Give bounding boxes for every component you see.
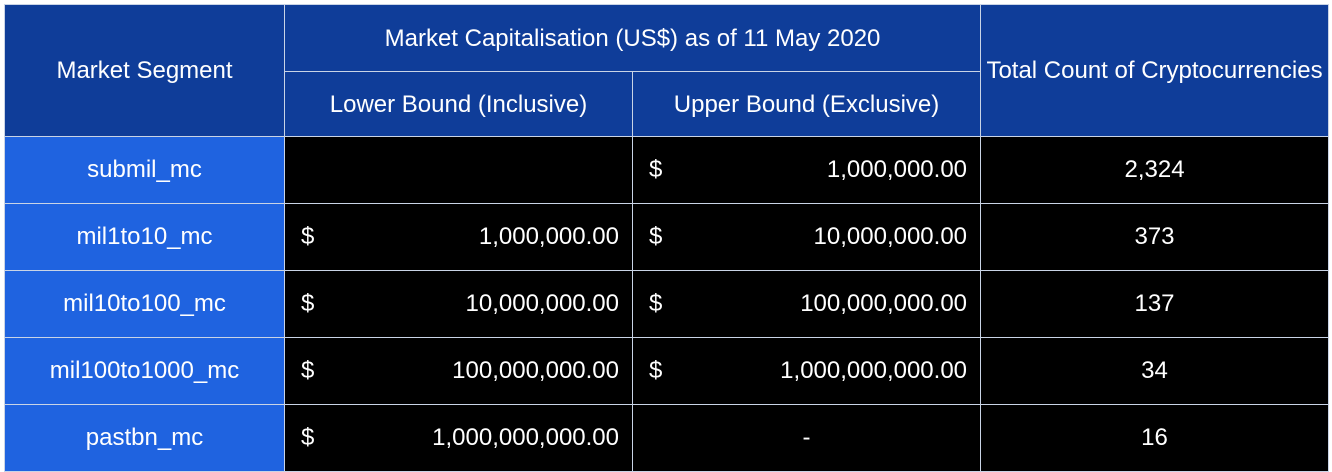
amount: 10,000,000.00 bbox=[813, 223, 968, 250]
upper-bound-cell: $ 1,000,000,000.00 bbox=[631, 337, 982, 405]
header-upper-bound: Upper Bound (Exclusive) bbox=[631, 71, 982, 137]
upper-bound-cell: - bbox=[631, 404, 982, 472]
lower-bound-cell bbox=[284, 136, 633, 204]
amount: 1,000,000,000.00 bbox=[432, 424, 619, 451]
count-cell: 373 bbox=[980, 203, 1330, 271]
lower-bound-cell: $ 1,000,000,000.00 bbox=[284, 404, 633, 472]
amount: 1,000,000.00 bbox=[826, 156, 968, 183]
segment-cell: mil1to10_mc bbox=[4, 203, 285, 271]
currency-symbol: $ bbox=[301, 357, 315, 384]
amount: 1,000,000.00 bbox=[478, 223, 619, 250]
currency-symbol: $ bbox=[649, 223, 663, 250]
count-cell: 34 bbox=[980, 337, 1330, 405]
currency-symbol: $ bbox=[649, 156, 663, 183]
upper-bound-cell: $ 10,000,000.00 bbox=[631, 203, 982, 271]
header-lower-bound: Lower Bound (Inclusive) bbox=[284, 71, 633, 137]
segment-cell: mil100to1000_mc bbox=[4, 337, 285, 405]
header-market-segment: Market Segment bbox=[4, 4, 285, 137]
count-cell: 16 bbox=[980, 404, 1330, 472]
table-row: mil10to100_mc $ 10,000,000.00 $ 100,000,… bbox=[4, 270, 1330, 338]
table-row: submil_mc $ 1,000,000.00 2,324 bbox=[4, 136, 1330, 204]
header-total-count: Total Count of Cryptocurrencies bbox=[980, 4, 1330, 137]
currency-symbol: $ bbox=[301, 290, 315, 317]
segment-cell: pastbn_mc bbox=[4, 404, 285, 472]
upper-bound-cell: $ 1,000,000.00 bbox=[631, 136, 982, 204]
header-row-sub: Lower Bound (Inclusive) Upper Bound (Exc… bbox=[5, 71, 1329, 137]
amount: 100,000,000.00 bbox=[452, 357, 619, 384]
segment-cell: mil10to100_mc bbox=[4, 270, 285, 338]
upper-bound-cell: $ 100,000,000.00 bbox=[631, 270, 982, 338]
market-cap-table: Market Segment Market Capitalisation (US… bbox=[4, 4, 1330, 472]
amount: 10,000,000.00 bbox=[465, 290, 619, 317]
lower-bound-cell: $ 100,000,000.00 bbox=[284, 337, 633, 405]
table-row: mil1to10_mc $ 1,000,000.00 $ 10,000,000.… bbox=[4, 203, 1330, 271]
header-market-cap: Market Capitalisation (US$) as of 11 May… bbox=[283, 4, 982, 72]
currency-symbol: $ bbox=[301, 424, 315, 451]
header-row-top: Market Segment Market Capitalisation (US… bbox=[4, 4, 1330, 137]
segment-cell: submil_mc bbox=[4, 136, 285, 204]
count-cell: 137 bbox=[980, 270, 1330, 338]
table-row: pastbn_mc $ 1,000,000,000.00 - 16 bbox=[4, 404, 1330, 472]
table-row: mil100to1000_mc $ 100,000,000.00 $ 1,000… bbox=[4, 337, 1330, 405]
lower-bound-cell: $ 1,000,000.00 bbox=[284, 203, 633, 271]
amount: 100,000,000.00 bbox=[800, 290, 968, 317]
currency-symbol: $ bbox=[649, 357, 663, 384]
amount: 1,000,000,000.00 bbox=[780, 357, 968, 384]
count-cell: 2,324 bbox=[980, 136, 1330, 204]
currency-symbol: $ bbox=[301, 223, 315, 250]
currency-symbol: $ bbox=[649, 290, 663, 317]
lower-bound-cell: $ 10,000,000.00 bbox=[284, 270, 633, 338]
